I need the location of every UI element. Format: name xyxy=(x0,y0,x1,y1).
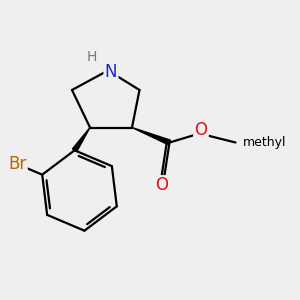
Text: O: O xyxy=(194,121,208,139)
Text: Br: Br xyxy=(8,155,26,173)
Polygon shape xyxy=(132,128,170,145)
Text: methyl: methyl xyxy=(243,136,287,149)
Text: H: H xyxy=(86,50,97,64)
Polygon shape xyxy=(73,128,90,152)
Text: O: O xyxy=(155,176,169,194)
Text: N: N xyxy=(105,63,117,81)
